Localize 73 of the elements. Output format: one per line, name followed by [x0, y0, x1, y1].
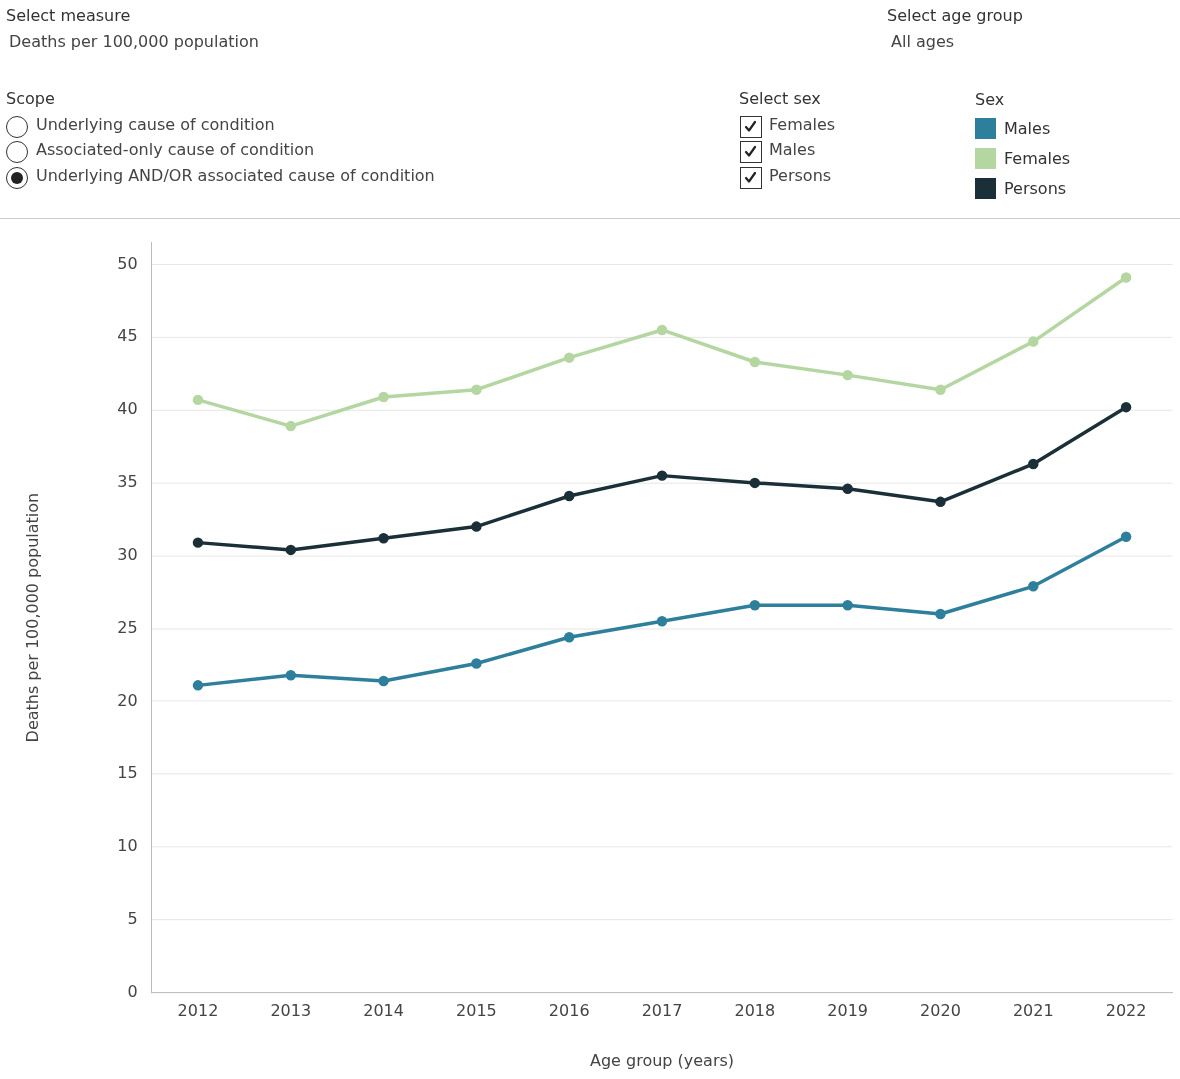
- point: [378, 391, 389, 403]
- point: [285, 669, 297, 681]
- y-tick-label: 50: [117, 253, 138, 273]
- point: [192, 394, 204, 406]
- x-tick-label: 2012: [177, 1001, 219, 1021]
- text: Select age group: [887, 6, 1023, 25]
- x-tick-label: 2021: [1012, 1001, 1054, 1021]
- point: [378, 533, 389, 544]
- point: [842, 600, 853, 611]
- legend-label: Females: [1004, 148, 1071, 168]
- point: [563, 490, 575, 502]
- point: [471, 521, 482, 532]
- text: Underlying AND/OR associated cause of condition: [36, 166, 435, 185]
- legend-label: Persons: [1004, 178, 1067, 198]
- point: [471, 384, 482, 395]
- point: [749, 356, 761, 368]
- y-tick-label: 45: [117, 326, 138, 346]
- y-tick-label: 30: [117, 544, 138, 564]
- text: Associated-only cause of condition: [36, 140, 315, 159]
- point: [935, 608, 946, 620]
- point: [563, 632, 575, 643]
- x-tick-label: 2017: [641, 1001, 683, 1021]
- point: [563, 352, 575, 363]
- point: [1120, 401, 1132, 413]
- point: [656, 470, 668, 481]
- y-tick-label: 10: [117, 836, 138, 856]
- point: [842, 369, 853, 381]
- text: Select sex: [739, 89, 821, 108]
- y-tick-label: 20: [117, 690, 138, 710]
- y-tick-label: 40: [117, 399, 138, 419]
- text: Underlying cause of condition: [36, 115, 275, 134]
- point: [1120, 531, 1132, 543]
- point: [656, 616, 668, 627]
- point: [1028, 581, 1039, 592]
- text: Females: [769, 115, 836, 134]
- x-tick-label: 2014: [363, 1001, 404, 1021]
- x-tick-label: 2019: [827, 1001, 869, 1021]
- text: Males: [769, 140, 816, 159]
- point: [749, 600, 761, 611]
- point: [285, 544, 297, 556]
- y-tick-label: 35: [117, 472, 138, 492]
- x-tick-label: 2016: [548, 1001, 590, 1021]
- point: [378, 675, 389, 687]
- point: [471, 658, 482, 669]
- text: Scope: [6, 89, 55, 108]
- point: [935, 496, 946, 508]
- point: [1028, 336, 1039, 347]
- x-tick-label: 2015: [456, 1001, 497, 1021]
- y-tick-label: 25: [117, 617, 138, 637]
- text: Persons: [769, 166, 832, 185]
- x-tick-label: 2018: [734, 1001, 776, 1021]
- legend-title: Sex: [975, 90, 1006, 109]
- point: [842, 483, 853, 494]
- point: [935, 384, 946, 395]
- point: [1120, 272, 1132, 283]
- x-axis-title: Age group (years): [590, 1050, 735, 1070]
- y-tick-label: 5: [127, 909, 138, 929]
- x-tick-label: 2020: [920, 1001, 961, 1021]
- y-tick-label: 0: [127, 981, 138, 1001]
- text: All ages: [891, 32, 955, 51]
- text: Deaths per 100,000 population: [9, 32, 259, 51]
- x-tick-label: 2013: [270, 1001, 312, 1021]
- point: [285, 420, 297, 432]
- point: [749, 477, 761, 489]
- legend-label: Males: [1004, 118, 1051, 138]
- point: [1028, 458, 1039, 470]
- point: [192, 537, 204, 548]
- text: Select measure: [6, 6, 131, 25]
- x-tick-label: 2022: [1105, 1001, 1147, 1021]
- y-axis-title: Deaths per 100,000 population: [22, 492, 42, 743]
- point: [656, 324, 668, 336]
- point: [192, 680, 204, 691]
- y-tick-label: 15: [117, 763, 138, 783]
